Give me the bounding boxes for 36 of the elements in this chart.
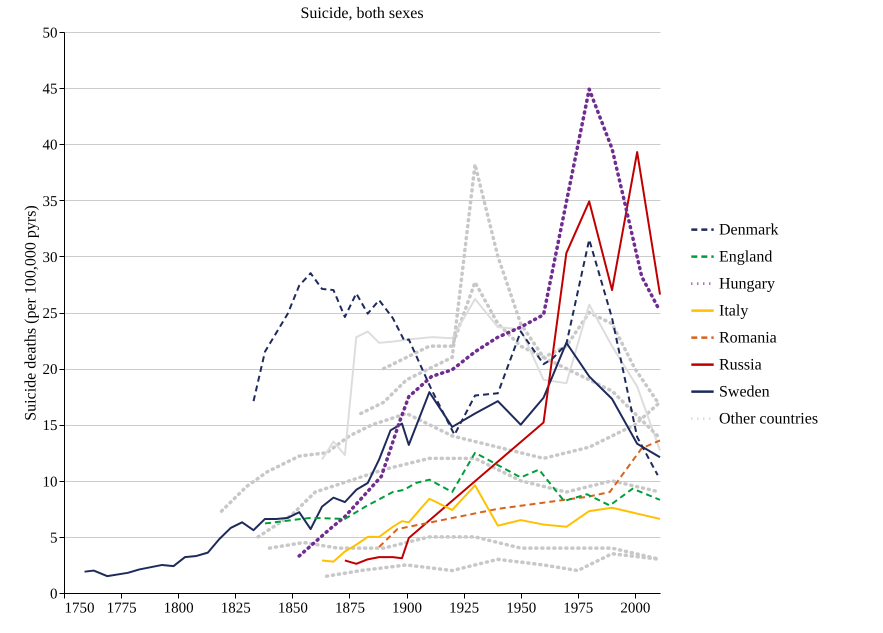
y-tick-label: 50 [42, 26, 58, 42]
x-tick-label: 1750 [64, 600, 94, 616]
x-tick-label: 1825 [220, 600, 251, 616]
x-tick-label: 2000 [620, 600, 650, 616]
x-tick-label: 1875 [334, 600, 365, 616]
line-series [378, 439, 661, 548]
y-tick-label: 35 [42, 194, 58, 210]
legend-label: England [719, 248, 772, 266]
x-tick-label: 1900 [392, 600, 422, 616]
y-tick-label: 45 [42, 82, 58, 98]
line-series [321, 484, 661, 563]
legend-label: Denmark [719, 222, 779, 239]
y-tick-label: 40 [42, 138, 58, 154]
y-tick-label: 30 [42, 250, 58, 266]
line-series [264, 452, 661, 524]
x-tick-label: 1775 [106, 600, 137, 616]
y-tick-label: 0 [50, 586, 58, 602]
legend-label: Other countries [719, 410, 818, 428]
x-tick-label: 1800 [164, 600, 194, 616]
x-tick-label: 1925 [449, 600, 480, 616]
legend-label: Russia [719, 356, 762, 374]
y-tick-label: 10 [42, 474, 58, 490]
legend-label: Sweden [719, 384, 770, 401]
x-tick-label: 1850 [278, 600, 308, 616]
y-tick-label: 20 [42, 362, 58, 378]
legend-label: Hungary [719, 276, 775, 293]
legend-label: Romania [719, 330, 777, 347]
x-tick-label: 1950 [506, 600, 536, 616]
y-axis-title: Suicide deaths (per 100,000 pyrs) [22, 205, 40, 421]
y-tick-label: 5 [50, 530, 58, 546]
legend-label: Italy [719, 302, 748, 320]
chart-title: Suicide, both sexes [300, 5, 424, 22]
y-tick-label: 25 [42, 306, 58, 322]
x-tick-label: 1975 [563, 600, 594, 616]
line-series [321, 298, 661, 460]
y-tick-label: 15 [42, 418, 58, 434]
